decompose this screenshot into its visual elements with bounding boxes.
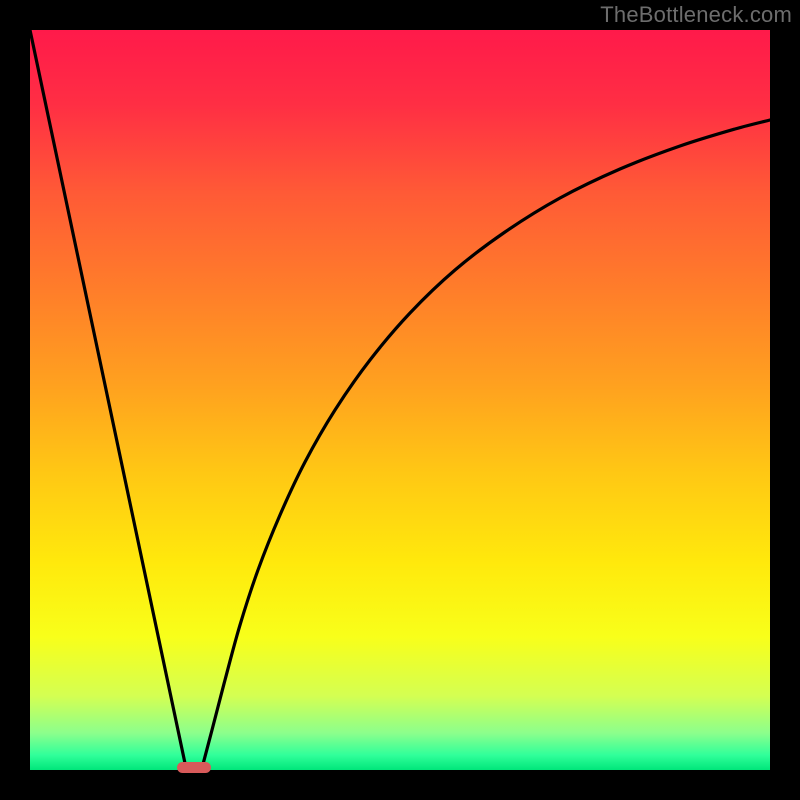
curve-right-segment: [202, 120, 770, 768]
watermark-text: TheBottleneck.com: [600, 2, 792, 28]
minimum-marker: [177, 762, 211, 773]
bottleneck-curve: [30, 30, 770, 770]
plot-area: [30, 30, 770, 770]
curve-left-segment: [30, 30, 186, 768]
